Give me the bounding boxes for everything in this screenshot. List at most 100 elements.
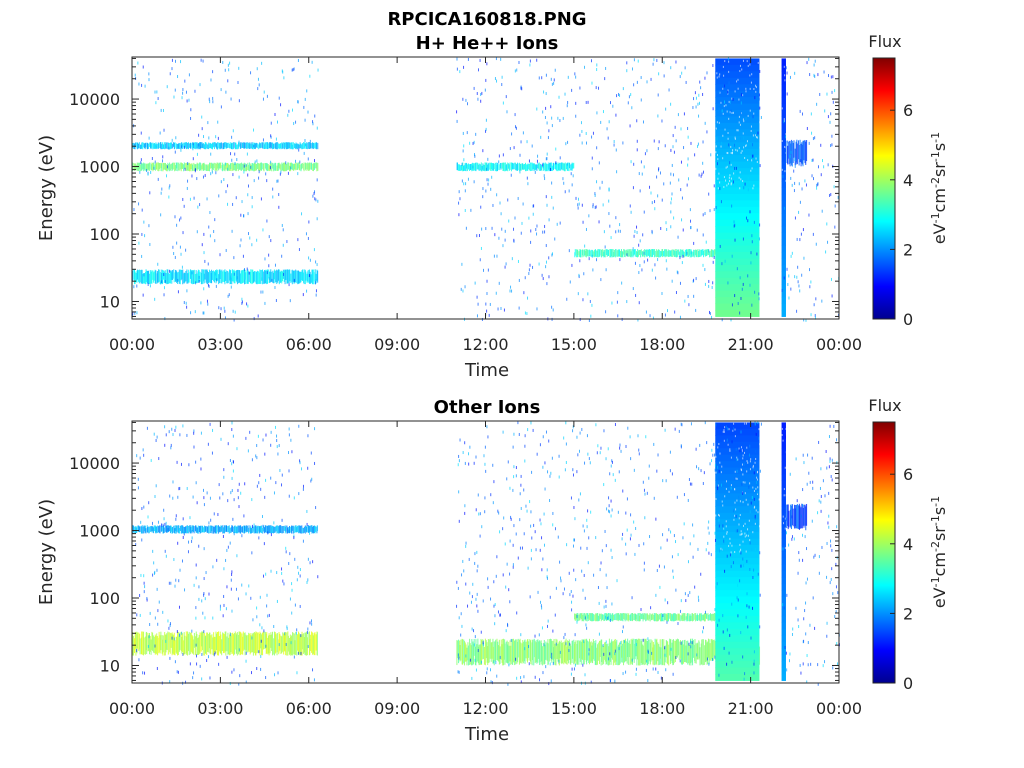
flux-mark — [479, 644, 481, 665]
flux-dot — [136, 284, 138, 288]
flux-dot — [517, 196, 519, 200]
flux-dot — [517, 421, 519, 425]
flux-dot — [603, 230, 605, 234]
flux-mark — [660, 613, 662, 622]
flux-mark — [284, 162, 286, 172]
flux-dot — [787, 283, 789, 287]
flux-dot — [629, 435, 631, 439]
flux-dot — [206, 197, 208, 201]
flux-dot — [814, 316, 816, 320]
flux-dot — [820, 143, 822, 147]
flux-mark — [666, 614, 668, 622]
flux-mark — [585, 248, 587, 258]
flux-mark — [133, 638, 135, 654]
flux-mark — [562, 642, 564, 664]
flux-mark — [224, 162, 226, 172]
flux-mark — [637, 638, 639, 666]
flux-dot — [139, 613, 141, 617]
flux-dot — [273, 491, 275, 495]
flux-mark — [276, 633, 278, 653]
flux-dot — [468, 452, 470, 456]
flux-dot — [638, 448, 640, 452]
flux-mark — [143, 637, 145, 655]
flux-mark — [184, 526, 186, 534]
flux-dot — [683, 146, 685, 150]
flux-mark — [158, 269, 160, 283]
flux-mark — [207, 165, 209, 172]
flux-mark — [620, 249, 622, 258]
flux-dot — [303, 105, 305, 109]
flux-mark — [293, 143, 295, 149]
flux-gap — [728, 428, 730, 431]
flux-dot — [826, 575, 828, 579]
flux-dot — [172, 480, 174, 484]
flux-cell — [781, 180, 786, 188]
flux-mark — [137, 142, 139, 150]
flux-mark — [176, 270, 178, 283]
flux-mark — [283, 162, 285, 172]
flux-dot — [826, 92, 828, 96]
flux-dot — [672, 173, 674, 177]
flux-gap — [782, 439, 784, 442]
flux-gap — [785, 494, 787, 497]
flux-mark — [254, 163, 256, 170]
flux-mark — [701, 639, 703, 665]
flux-dot — [479, 58, 481, 62]
flux-mark — [183, 632, 185, 655]
flux-mark — [188, 631, 190, 656]
flux-dot — [638, 301, 640, 305]
flux-mark — [575, 640, 577, 666]
flux-dot — [747, 176, 749, 180]
flux-mark — [315, 273, 317, 284]
flux-dot — [818, 571, 820, 575]
flux-dot — [497, 509, 499, 513]
flux-mark — [183, 164, 185, 172]
flux-dot — [629, 124, 631, 128]
flux-dot — [203, 630, 205, 634]
flux-mark — [534, 640, 536, 664]
flux-dot — [579, 492, 581, 496]
flux-dot — [468, 557, 470, 561]
flux-dot — [506, 562, 508, 566]
flux-dot — [752, 154, 754, 158]
flux-dot — [643, 488, 645, 492]
flux-gap — [745, 498, 747, 501]
flux-mark — [286, 142, 288, 150]
flux-dot — [297, 100, 299, 104]
flux-mark — [243, 525, 245, 534]
flux-mark — [696, 249, 698, 257]
flux-dot — [794, 216, 796, 220]
flux-gap — [742, 524, 744, 527]
flux-dot — [723, 100, 725, 104]
flux-dot — [212, 70, 214, 74]
flux-dot — [536, 107, 538, 111]
flux-dot — [536, 452, 538, 456]
flux-mark — [296, 527, 298, 533]
flux-dot — [152, 573, 154, 577]
flux-mark — [554, 643, 556, 666]
flux-dot — [551, 456, 553, 460]
flux-mark — [157, 636, 159, 656]
flux-dot — [815, 297, 817, 301]
flux-mark — [268, 165, 270, 172]
flux-mark — [292, 163, 294, 170]
flux-gap — [753, 87, 755, 90]
flux-mark — [611, 641, 613, 660]
flux-dot — [497, 610, 499, 614]
flux-cell — [715, 422, 760, 430]
flux-mark — [220, 634, 222, 654]
flux-dot — [700, 86, 702, 90]
flux-dot — [596, 63, 598, 67]
flux-dot — [185, 680, 187, 684]
flux-dot — [174, 255, 176, 259]
flux-dot — [686, 183, 688, 187]
flux-band — [132, 269, 319, 285]
flux-gap — [725, 166, 727, 169]
flux-gap — [753, 112, 755, 115]
flux-dot — [181, 96, 183, 100]
flux-cell — [781, 110, 786, 117]
flux-gap — [738, 447, 740, 450]
flux-dot — [136, 649, 138, 653]
flux-mark — [154, 144, 156, 150]
colorbar-tick-label: 0 — [903, 310, 913, 329]
